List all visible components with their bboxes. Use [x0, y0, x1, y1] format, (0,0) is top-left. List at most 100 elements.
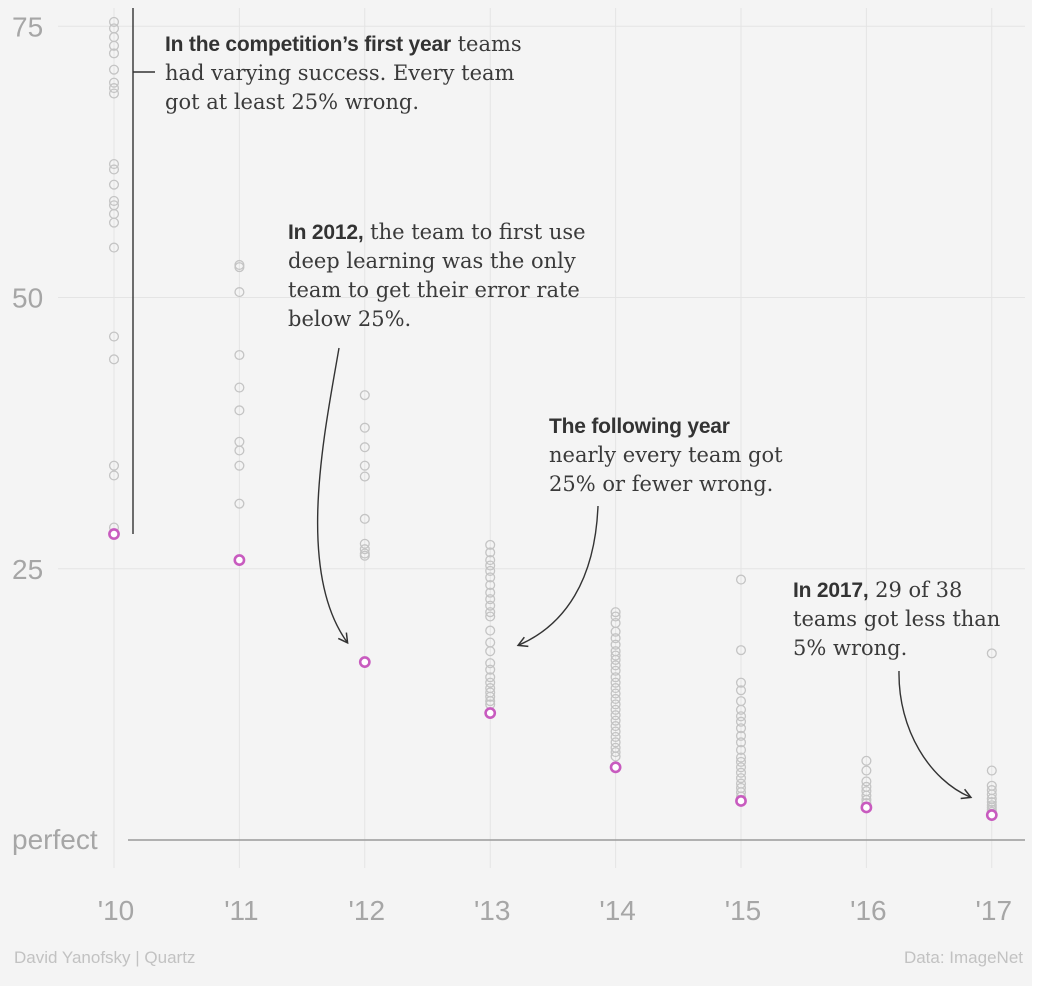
- team-point: [610, 650, 621, 661]
- best-team-point: [985, 809, 998, 821]
- team-point: [485, 607, 496, 618]
- team-point: [108, 460, 120, 471]
- arrow-2017: [898, 670, 973, 800]
- team-point: [359, 390, 370, 401]
- team-point: [108, 470, 120, 481]
- y-tick-label-perfect: perfect: [12, 824, 98, 855]
- team-point: [610, 737, 621, 748]
- team-point: [610, 665, 621, 676]
- team-point: [735, 677, 747, 688]
- team-point: [234, 262, 245, 273]
- team-point: [108, 77, 120, 88]
- team-point: [359, 442, 370, 453]
- best-team-point: [358, 656, 371, 668]
- team-point: [359, 471, 370, 482]
- annotation-first-year: In the competition’s first year teams ha…: [165, 30, 525, 117]
- team-point: [735, 716, 747, 727]
- team-point: [485, 672, 496, 683]
- team-point: [108, 242, 120, 253]
- best-team-point: [108, 528, 120, 540]
- source-text: Data: ImageNet: [903, 948, 1023, 967]
- team-point: [234, 498, 245, 509]
- team-point: [108, 83, 120, 94]
- annotation-2012-text: the team to first use deep learning was …: [288, 220, 586, 331]
- team-point: [359, 550, 370, 561]
- y-tick-label: 25: [12, 554, 43, 585]
- team-point: [108, 179, 120, 190]
- team-point: [735, 730, 747, 741]
- team-point: [610, 626, 621, 637]
- team-point: [986, 789, 997, 800]
- team-point: [735, 773, 747, 784]
- team-point: [485, 579, 496, 591]
- annotation-2012-bold: In 2012,: [288, 221, 364, 244]
- team-point: [485, 555, 496, 566]
- team-point: [485, 691, 496, 702]
- team-point: [485, 600, 496, 611]
- y-tick-label: 75: [12, 11, 43, 42]
- best-team-point: [735, 795, 747, 807]
- team-point: [735, 756, 747, 767]
- team-point: [610, 693, 621, 704]
- best-team-point: [484, 707, 497, 719]
- team-point: [986, 796, 997, 808]
- team-point: [108, 195, 120, 206]
- team-point: [108, 354, 120, 365]
- x-tick-label: '11: [224, 895, 258, 926]
- bracket-layer: [132, 8, 155, 534]
- annotation-following-year-bold: The following year: [549, 415, 730, 438]
- team-point: [610, 611, 621, 622]
- team-point: [485, 664, 496, 675]
- team-point: [108, 164, 120, 175]
- team-point: [485, 539, 496, 550]
- team-point: [485, 560, 496, 571]
- team-point: [485, 587, 496, 598]
- x-tick-label: '17: [976, 895, 1013, 926]
- team-point: [735, 767, 747, 778]
- team-point: [861, 776, 872, 787]
- team-point: [108, 158, 120, 170]
- y-tick-label: 50: [12, 283, 43, 314]
- team-point: [861, 765, 872, 776]
- arrow-2012: [316, 347, 349, 645]
- team-point: [610, 710, 621, 721]
- annotation-2012: In 2012, the team to first use deep lear…: [288, 218, 618, 334]
- team-point: [735, 752, 747, 763]
- team-point: [485, 646, 496, 657]
- team-point: [610, 607, 621, 618]
- team-point: [485, 696, 496, 707]
- annotation-2017-bold: In 2017,: [793, 579, 869, 602]
- team-point: [108, 217, 120, 228]
- team-point: [359, 538, 370, 549]
- team-point: [986, 648, 997, 659]
- team-point: [234, 287, 245, 298]
- team-point: [861, 790, 872, 801]
- team-point: [610, 747, 621, 758]
- team-point: [735, 744, 747, 755]
- team-point: [610, 677, 621, 688]
- annotation-following-year: The following year nearly every team got…: [549, 412, 819, 499]
- arrow-following-year: [516, 505, 599, 648]
- team-point: [735, 685, 747, 696]
- team-point: [485, 547, 496, 558]
- team-point: [485, 611, 496, 622]
- x-tick-label: '14: [599, 895, 636, 926]
- team-point: [485, 677, 496, 688]
- arrow-layer: [316, 347, 973, 800]
- x-tick-label: '15: [725, 895, 762, 926]
- team-point: [485, 572, 496, 583]
- team-point: [359, 513, 370, 524]
- team-point: [234, 445, 245, 456]
- team-point: [735, 645, 747, 656]
- credit-text: David Yanofsky | Quartz: [14, 948, 196, 967]
- best-team-point: [609, 761, 622, 774]
- team-point: [735, 737, 747, 748]
- team-point: [610, 704, 621, 715]
- team-point: [234, 349, 245, 361]
- team-point: [108, 48, 120, 59]
- x-tick-label: '16: [850, 895, 887, 926]
- team-point: [610, 660, 621, 671]
- team-point: [108, 331, 120, 342]
- annotation-following-year-text: nearly every team got 25% or fewer wrong…: [549, 443, 783, 496]
- team-point: [735, 723, 747, 734]
